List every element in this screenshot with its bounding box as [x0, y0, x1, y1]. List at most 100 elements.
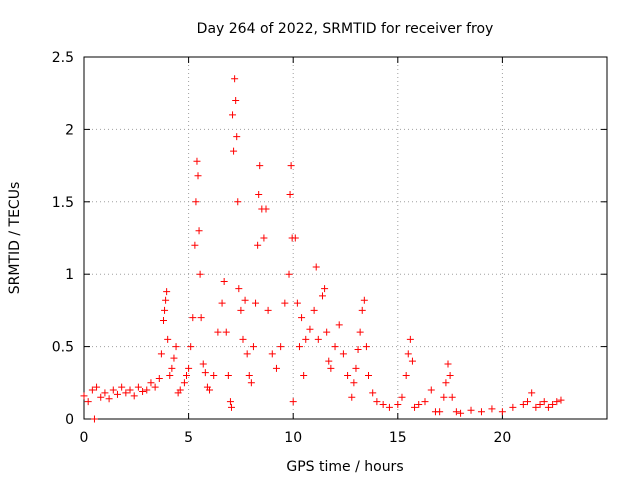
data-point [549, 401, 557, 409]
data-point [194, 172, 202, 180]
y-axis-label: SRMTID / TECUs [7, 182, 23, 295]
x-tick-label: 10 [284, 430, 302, 446]
y-tick-label: 0 [65, 412, 74, 428]
data-point [84, 398, 92, 406]
data-point [540, 398, 548, 406]
data-point [130, 392, 138, 400]
data-point [415, 401, 423, 409]
data-point [286, 191, 294, 199]
data-point [187, 343, 195, 351]
data-point [452, 408, 460, 416]
data-point [467, 406, 475, 414]
data-point [264, 306, 272, 314]
data-point [287, 162, 295, 170]
data-point [155, 374, 163, 382]
data-point [318, 292, 326, 300]
data-point [285, 270, 293, 278]
data-point [369, 389, 377, 397]
data-points [80, 75, 565, 423]
data-point [509, 403, 517, 411]
data-point [252, 299, 260, 307]
data-point [302, 335, 310, 343]
data-point [231, 75, 239, 83]
x-axis-label: GPS time / hours [286, 459, 403, 475]
data-point [394, 401, 402, 409]
data-point [143, 386, 151, 394]
data-point [519, 401, 527, 409]
data-point [226, 398, 234, 406]
data-point [362, 343, 370, 351]
data-point [498, 408, 506, 416]
chart-title: Day 264 of 2022, SRMTID for receiver fro… [197, 21, 494, 37]
data-point [291, 234, 299, 242]
data-point [260, 234, 268, 242]
x-tick-label: 15 [389, 430, 407, 446]
data-point [404, 350, 412, 358]
data-point [358, 306, 366, 314]
data-point [80, 392, 88, 400]
data-point [352, 364, 360, 372]
data-point [365, 372, 373, 380]
data-point [477, 408, 485, 416]
data-point [354, 345, 362, 353]
data-point [544, 403, 552, 411]
data-point [90, 415, 98, 423]
data-point [331, 343, 339, 351]
data-point [255, 191, 263, 199]
data-point [339, 350, 347, 358]
data-point [161, 306, 169, 314]
data-point [237, 306, 245, 314]
data-point [195, 227, 203, 235]
data-point [557, 396, 565, 404]
data-point [532, 403, 540, 411]
data-point [524, 398, 532, 406]
data-point [162, 296, 170, 304]
data-point [224, 372, 232, 380]
data-point [440, 393, 448, 401]
data-point [185, 364, 193, 372]
data-point [230, 147, 238, 155]
data-point [348, 393, 356, 401]
data-point [528, 389, 536, 397]
data-point [239, 335, 247, 343]
data-point [168, 364, 176, 372]
data-point [229, 111, 237, 119]
data-point [344, 372, 352, 380]
data-point [323, 328, 331, 336]
data-point [122, 389, 130, 397]
data-point [101, 389, 109, 397]
data-point [379, 401, 387, 409]
data-point [350, 379, 358, 387]
data-point [201, 369, 209, 377]
data-point [97, 393, 105, 401]
data-point [436, 408, 444, 416]
data-point [176, 386, 184, 394]
data-point [444, 360, 452, 368]
data-point [233, 133, 241, 141]
data-point [147, 379, 155, 387]
data-point [159, 317, 167, 325]
y-tick-label: 2 [65, 122, 74, 138]
data-point [335, 321, 343, 329]
data-point [448, 393, 456, 401]
y-tick-label: 1 [65, 267, 74, 283]
y-tick-label: 2.5 [52, 50, 74, 66]
data-point [300, 372, 308, 380]
data-point [262, 205, 270, 213]
data-point [281, 299, 289, 307]
data-point [268, 350, 276, 358]
data-point [163, 288, 171, 296]
data-point [289, 398, 297, 406]
data-point [360, 296, 368, 304]
data-point [243, 350, 251, 358]
data-point [310, 306, 318, 314]
data-point [553, 398, 561, 406]
data-point [272, 364, 280, 372]
data-point [214, 328, 222, 336]
data-point [109, 386, 117, 394]
data-point [157, 350, 165, 358]
data-point [295, 343, 303, 351]
data-point [164, 335, 172, 343]
data-point [373, 398, 381, 406]
